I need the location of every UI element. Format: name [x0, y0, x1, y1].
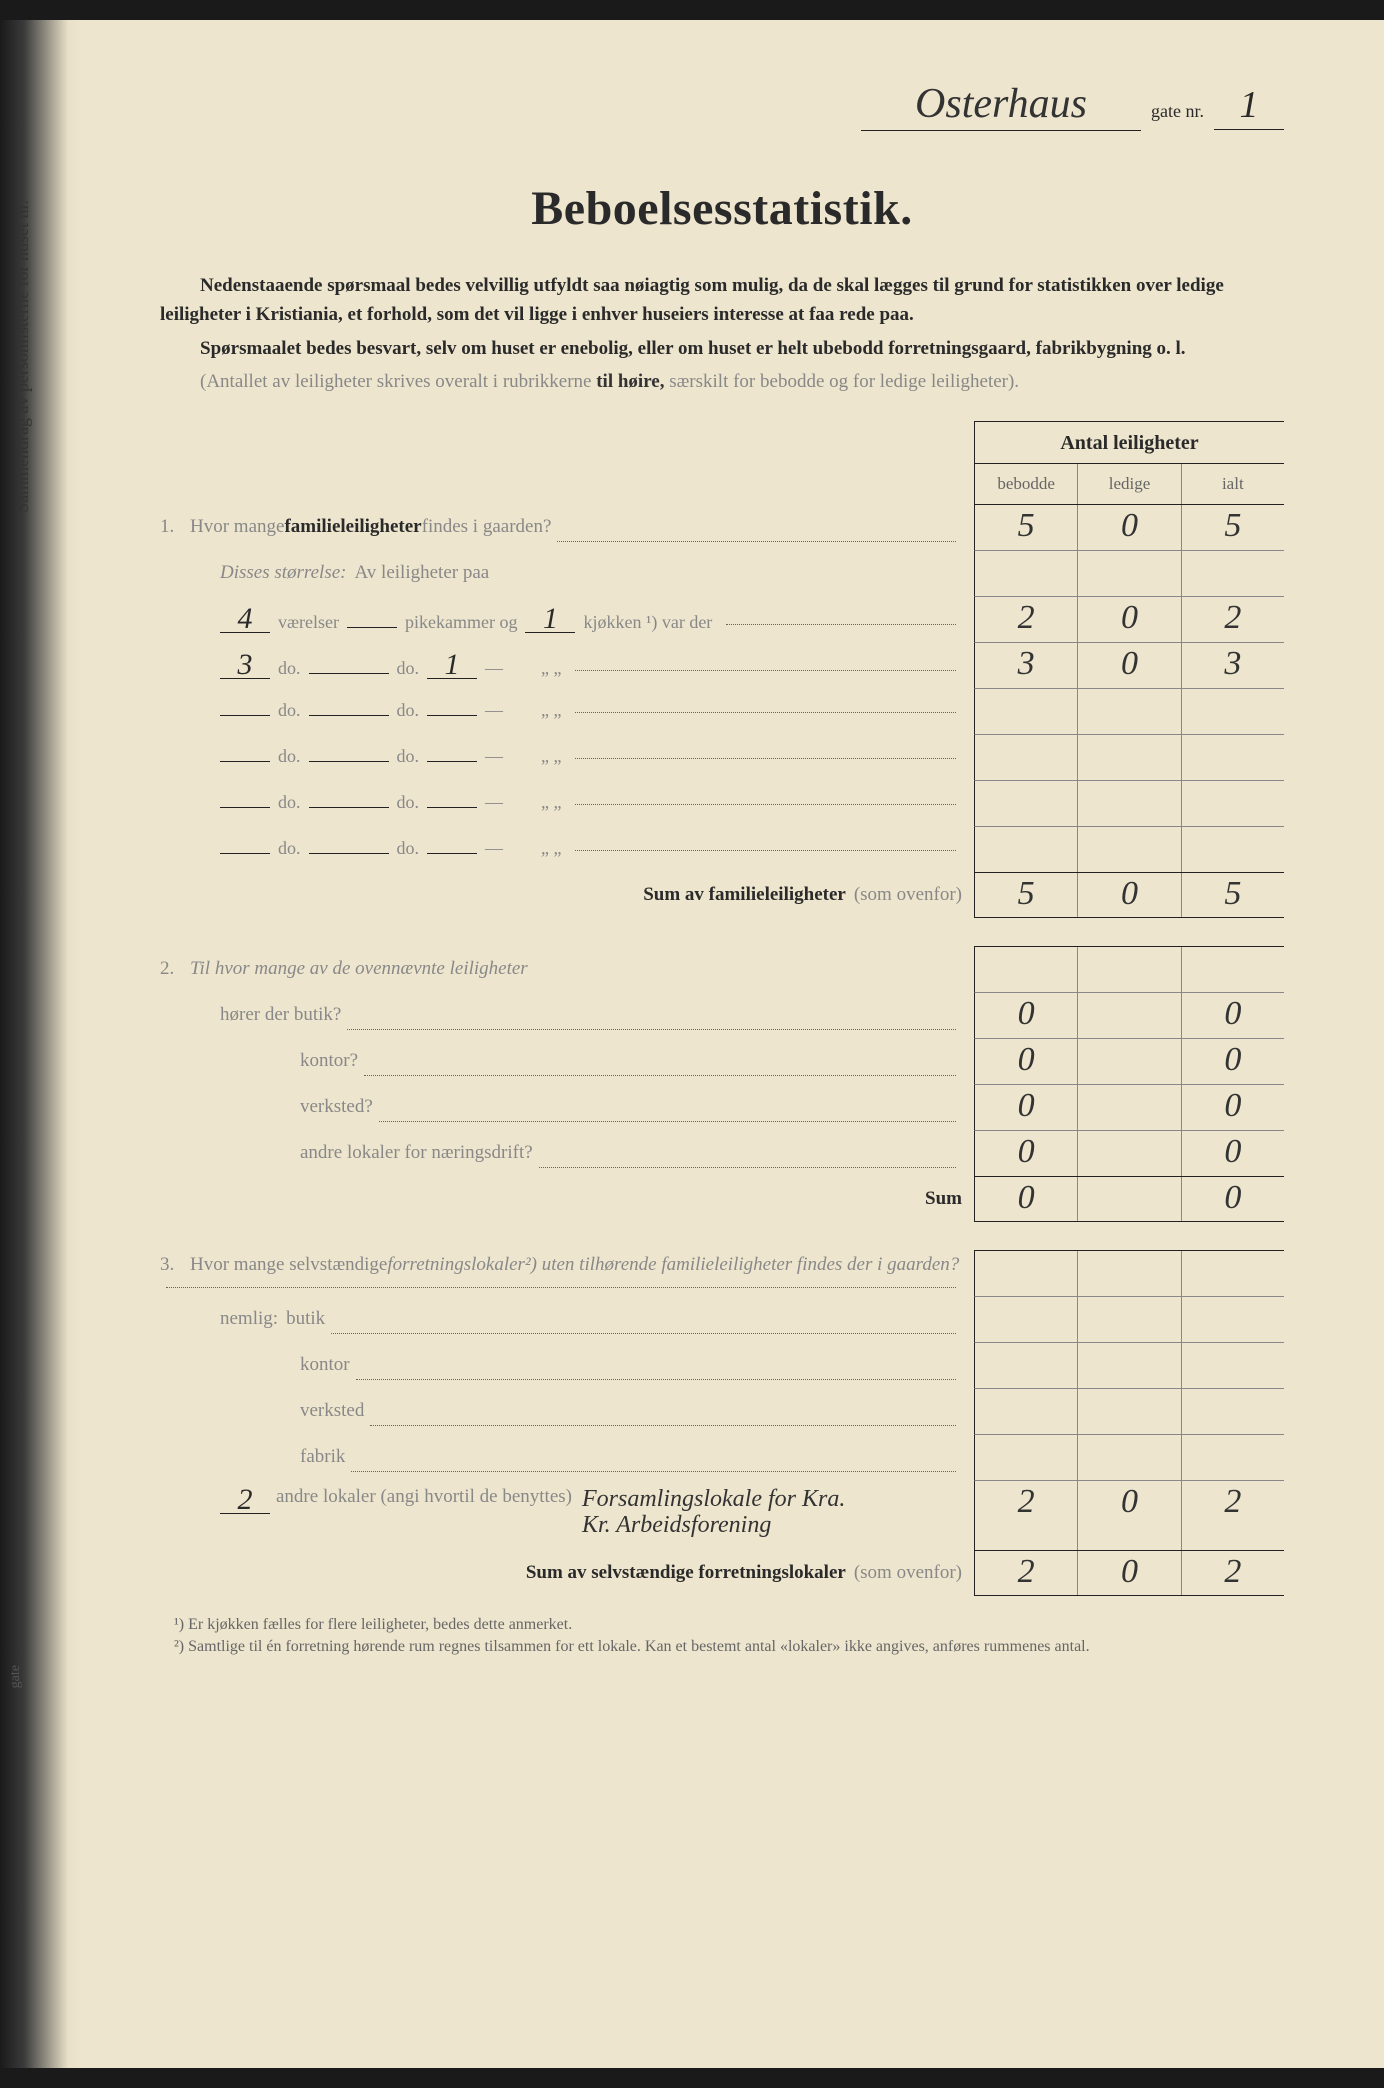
form-area: Antal leiligheter bebodde ledige ialt 1.… [160, 421, 1284, 1596]
col-bebodde: bebodde [975, 464, 1077, 504]
gate-number: 1 [1214, 83, 1284, 130]
q3-sum: Sum av selvstændige forretningslokaler (… [160, 1550, 1284, 1596]
room-row-2: 3 do. do. 1 — „ „ 3 0 3 [160, 642, 1284, 688]
room-row-6: do. do. — „ „ [160, 826, 1284, 872]
q1-num: 1. [160, 516, 190, 538]
page-title: Beboelsesstatistik. [160, 181, 1284, 236]
intro-p1: Nedenstaaende spørsmaal bedes velvillig … [160, 271, 1284, 330]
q2-item-1: hører der butik? 0 0 [160, 992, 1284, 1038]
q2-item-3: verksted? 0 0 [160, 1084, 1284, 1130]
q1-ledige: 0 [1077, 505, 1180, 550]
col-ledige: ledige [1077, 464, 1180, 504]
q3-item-3: verksted [160, 1388, 1284, 1434]
intro-p2: Spørsmaalet bedes besvart, selv om huset… [160, 334, 1284, 363]
room-row-3: do. do. — „ „ [160, 688, 1284, 734]
q2-sum: Sum 0 0 [160, 1176, 1284, 1222]
room-row-5: do. do. — „ „ [160, 780, 1284, 826]
q3-andre: 2 andre lokaler (angi hvortil de benytte… [160, 1480, 1284, 1550]
q1-row: 1. Hvor mange familieleiligheter findes … [160, 504, 1284, 550]
footnote-1: ¹) Er kjøkken fælles for flere leilighet… [160, 1614, 1284, 1636]
footnotes: ¹) Er kjøkken fælles for flere leilighet… [160, 1614, 1284, 1659]
page-wrapper: Sammendrag av personlisterne for huset n… [0, 20, 1384, 2068]
room-row-1: 4 værelser pikekammer og 1 kjøkken ¹) va… [160, 596, 1284, 642]
q1-sum: Sum av familieleiligheter (som ovenfor) … [160, 872, 1284, 918]
q1-bebodde: 5 [975, 505, 1077, 550]
header-line: Osterhaus gate nr. 1 [160, 80, 1284, 131]
book-spine: Sammendrag av personlisterne for huset n… [0, 20, 80, 2068]
spine-text: Sammendrag av personlisterne for huset n… [12, 200, 33, 513]
dots [557, 541, 956, 542]
q2-header: 2. Til hvor mange av de ovennævnte leili… [160, 946, 1284, 992]
q2-item-4: andre lokaler for næringsdrift? 0 0 [160, 1130, 1284, 1176]
q3-item-2: kontor [160, 1342, 1284, 1388]
room-row-4: do. do. — „ „ [160, 734, 1284, 780]
q3-header: 3. Hvor mange selvstændige forretningslo… [160, 1250, 1284, 1296]
street-name: Osterhaus [861, 80, 1141, 131]
gate-label: gate nr. [1151, 101, 1204, 126]
apt-header-title: Antal leiligheter [975, 422, 1284, 464]
q2-item-2: kontor? 0 0 [160, 1038, 1284, 1084]
intro-text: Nedenstaaende spørsmaal bedes velvillig … [160, 271, 1284, 397]
document-page: Osterhaus gate nr. 1 Beboelsesstatistik.… [80, 20, 1384, 2068]
q1-sub-header: Disses størrelse: Av leiligheter paa [160, 550, 1284, 596]
q1-ialt: 5 [1181, 505, 1284, 550]
table-header: Antal leiligheter bebodde ledige ialt [160, 421, 1284, 504]
q3-item-4: fabrik [160, 1434, 1284, 1480]
spine-small: gate [8, 1665, 24, 1688]
intro-p3: (Antallet av leiligheter skrives overalt… [160, 367, 1284, 396]
col-ialt: ialt [1181, 464, 1284, 504]
handwritten-note: Forsamlingslokale for Kra. Kr. Arbeidsfo… [582, 1486, 862, 1539]
q3-item-1: nemlig:butik [160, 1296, 1284, 1342]
footnote-2: ²) Samtlige til én forretning hørende ru… [160, 1636, 1284, 1658]
